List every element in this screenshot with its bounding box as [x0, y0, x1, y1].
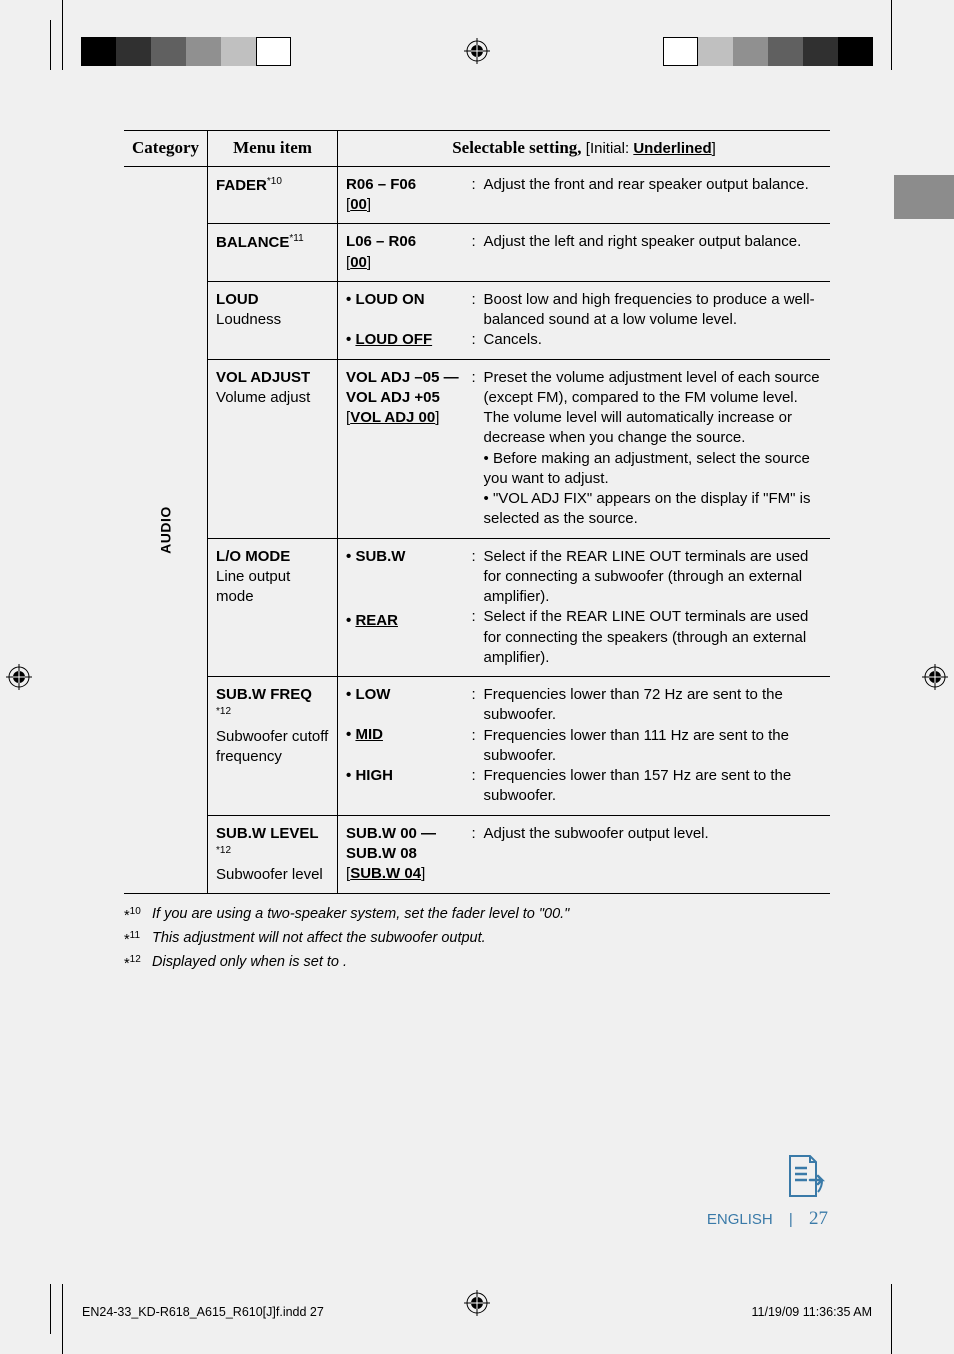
description-cell: :Adjust the front and rear speaker outpu…: [468, 166, 830, 224]
header-category: Category: [124, 131, 208, 167]
category-cell: AUDIO: [124, 166, 208, 894]
page-footer: ENGLISH | 27: [707, 1208, 828, 1230]
crop-mark: [62, 0, 63, 70]
setting-cell: VOL ADJ –05 — VOL ADJ +05[VOL ADJ 00]: [338, 359, 468, 538]
imprint-date: 11/19/09 11:36:35 AM: [752, 1305, 872, 1319]
table-row: BALANCE*11L06 – R06[00]:Adjust the left …: [124, 224, 830, 282]
imprint-line: EN24-33_KD-R618_A615_R610[J]f.indd 27 11…: [82, 1305, 872, 1319]
crop-mark: [62, 1284, 63, 1354]
page-content: Category Menu item Selectable setting, […: [124, 130, 830, 975]
description-cell: :Boost low and high frequencies to produ…: [468, 281, 830, 359]
table-row: SUB.W LEVEL *12Subwoofer levelSUB.W 00 —…: [124, 815, 830, 894]
color-bar-right: [663, 37, 873, 66]
menu-table: Category Menu item Selectable setting, […: [124, 130, 830, 894]
colorbar-swatch: [256, 37, 291, 66]
registration-mark-icon: [922, 664, 948, 690]
setting-cell: L06 – R06[00]: [338, 224, 468, 282]
color-bar-left: [81, 37, 291, 66]
colorbar-swatch: [698, 37, 733, 66]
table-row: LOUDLoudness• LOUD ON• LOUD OFF:Boost lo…: [124, 281, 830, 359]
colorbar-swatch: [81, 37, 116, 66]
setting-cell: • LOUD ON• LOUD OFF: [338, 281, 468, 359]
setting-cell: R06 – F06[00]: [338, 166, 468, 224]
setting-cell: • SUB.W• REAR: [338, 538, 468, 677]
crop-mark: [50, 1284, 51, 1334]
table-row: VOL ADJUSTVolume adjustVOL ADJ –05 — VOL…: [124, 359, 830, 538]
imprint-file: EN24-33_KD-R618_A615_R610[J]f.indd 27: [82, 1305, 324, 1319]
setting-cell: SUB.W 00 — SUB.W 08[SUB.W 04]: [338, 815, 468, 894]
footer-language: ENGLISH: [707, 1211, 773, 1228]
menu-item-cell: L/O MODELine output mode: [208, 538, 338, 677]
menu-item-cell: SUB.W FREQ *12Subwoofer cutoff frequency: [208, 677, 338, 816]
colorbar-swatch: [186, 37, 221, 66]
footnote: *12Displayed only when is set to .: [124, 952, 830, 976]
description-cell: :Select if the REAR LINE OUT terminals a…: [468, 538, 830, 677]
registration-mark-icon: [464, 38, 490, 64]
description-cell: :Adjust the subwoofer output level.: [468, 815, 830, 894]
page-number: 27: [809, 1208, 828, 1229]
header-menu-item: Menu item: [208, 131, 338, 167]
continue-icon: [780, 1152, 828, 1200]
registration-mark-icon: [6, 664, 32, 690]
menu-item-cell: VOL ADJUSTVolume adjust: [208, 359, 338, 538]
setting-cell: • LOW• MID• HIGH: [338, 677, 468, 816]
description-cell: :Adjust the left and right speaker outpu…: [468, 224, 830, 282]
crop-mark: [891, 0, 892, 70]
menu-item-cell: FADER*10: [208, 166, 338, 224]
crop-mark: [891, 1284, 892, 1354]
description-cell: :Preset the volume adjustment level of e…: [468, 359, 830, 538]
crop-mark: [50, 20, 51, 70]
table-row: AUDIOFADER*10R06 – F06[00]:Adjust the fr…: [124, 166, 830, 224]
table-row: SUB.W FREQ *12Subwoofer cutoff frequency…: [124, 677, 830, 816]
colorbar-swatch: [733, 37, 768, 66]
menu-item-cell: LOUDLoudness: [208, 281, 338, 359]
footnote: *11This adjustment will not affect the s…: [124, 928, 830, 952]
category-label: AUDIO: [156, 506, 175, 554]
menu-item-cell: SUB.W LEVEL *12Subwoofer level: [208, 815, 338, 894]
colorbar-swatch: [803, 37, 838, 66]
colorbar-swatch: [116, 37, 151, 66]
colorbar-swatch: [838, 37, 873, 66]
colorbar-swatch: [663, 37, 698, 66]
colorbar-swatch: [768, 37, 803, 66]
footnote: *10If you are using a two-speaker system…: [124, 904, 830, 928]
section-tab: [894, 175, 954, 219]
menu-item-cell: BALANCE*11: [208, 224, 338, 282]
description-cell: :Frequencies lower than 72 Hz are sent t…: [468, 677, 830, 816]
colorbar-swatch: [151, 37, 186, 66]
table-row: L/O MODELine output mode• SUB.W• REAR:Se…: [124, 538, 830, 677]
colorbar-swatch: [221, 37, 256, 66]
footnotes: *10If you are using a two-speaker system…: [124, 904, 830, 975]
header-selectable: Selectable setting, [Initial: Underlined…: [338, 131, 830, 167]
